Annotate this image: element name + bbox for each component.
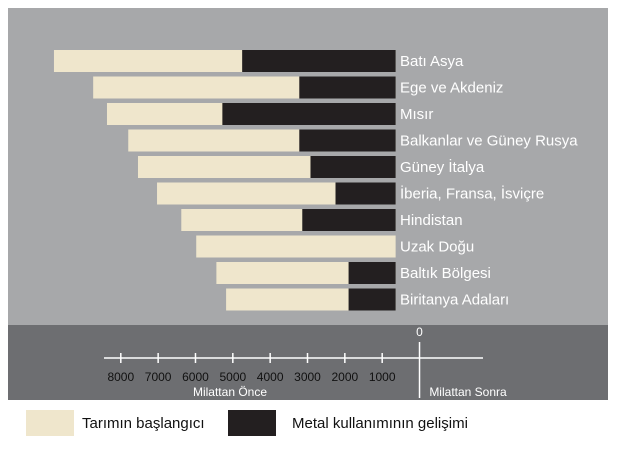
legend-label: Metal kullanımının gelişimi <box>292 415 468 432</box>
agriculture-bar <box>196 235 396 258</box>
metal-bar <box>335 182 396 205</box>
metal-bar <box>222 103 396 125</box>
category-label: Uzak Doğu <box>400 238 474 255</box>
x-tick-label: 0 <box>416 325 423 339</box>
x-tick-label: 7000 <box>145 370 172 384</box>
x-tick-label: 6000 <box>182 370 209 384</box>
metal-bar <box>302 209 396 231</box>
metal-bar <box>242 50 396 72</box>
category-label: Mısır <box>400 106 433 123</box>
metal-bar <box>299 76 396 99</box>
x-tick-label: 8000 <box>107 370 134 384</box>
category-label: Hindistan <box>400 212 463 229</box>
category-label: Balkanlar ve Güney Rusya <box>400 132 578 149</box>
category-label: Batı Asya <box>400 53 464 70</box>
metal-bar <box>299 129 396 152</box>
category-label: Baltık Bölgesi <box>400 265 491 282</box>
metal-bar <box>348 288 396 311</box>
metal-bar <box>310 156 396 178</box>
x-tick-label: 2000 <box>331 370 358 384</box>
category-label: İberia, Fransa, İsviçre <box>400 184 544 202</box>
legend-swatch <box>26 410 74 436</box>
category-label: Biritanya Adaları <box>400 291 509 308</box>
legend-label: Tarımın başlangıcı <box>82 415 205 432</box>
x-label-before: Milattan Önce <box>193 385 267 399</box>
category-label: Ege ve Akdeniz <box>400 79 503 96</box>
category-label: Güney İtalya <box>400 158 485 176</box>
x-label-after: Milattan Sonra <box>429 385 507 399</box>
metal-bar <box>348 262 396 284</box>
legend-swatch <box>228 410 276 436</box>
x-tick-label: 5000 <box>219 370 246 384</box>
x-tick-label: 1000 <box>369 370 396 384</box>
x-tick-label: 3000 <box>294 370 321 384</box>
x-tick-label: 4000 <box>257 370 284 384</box>
